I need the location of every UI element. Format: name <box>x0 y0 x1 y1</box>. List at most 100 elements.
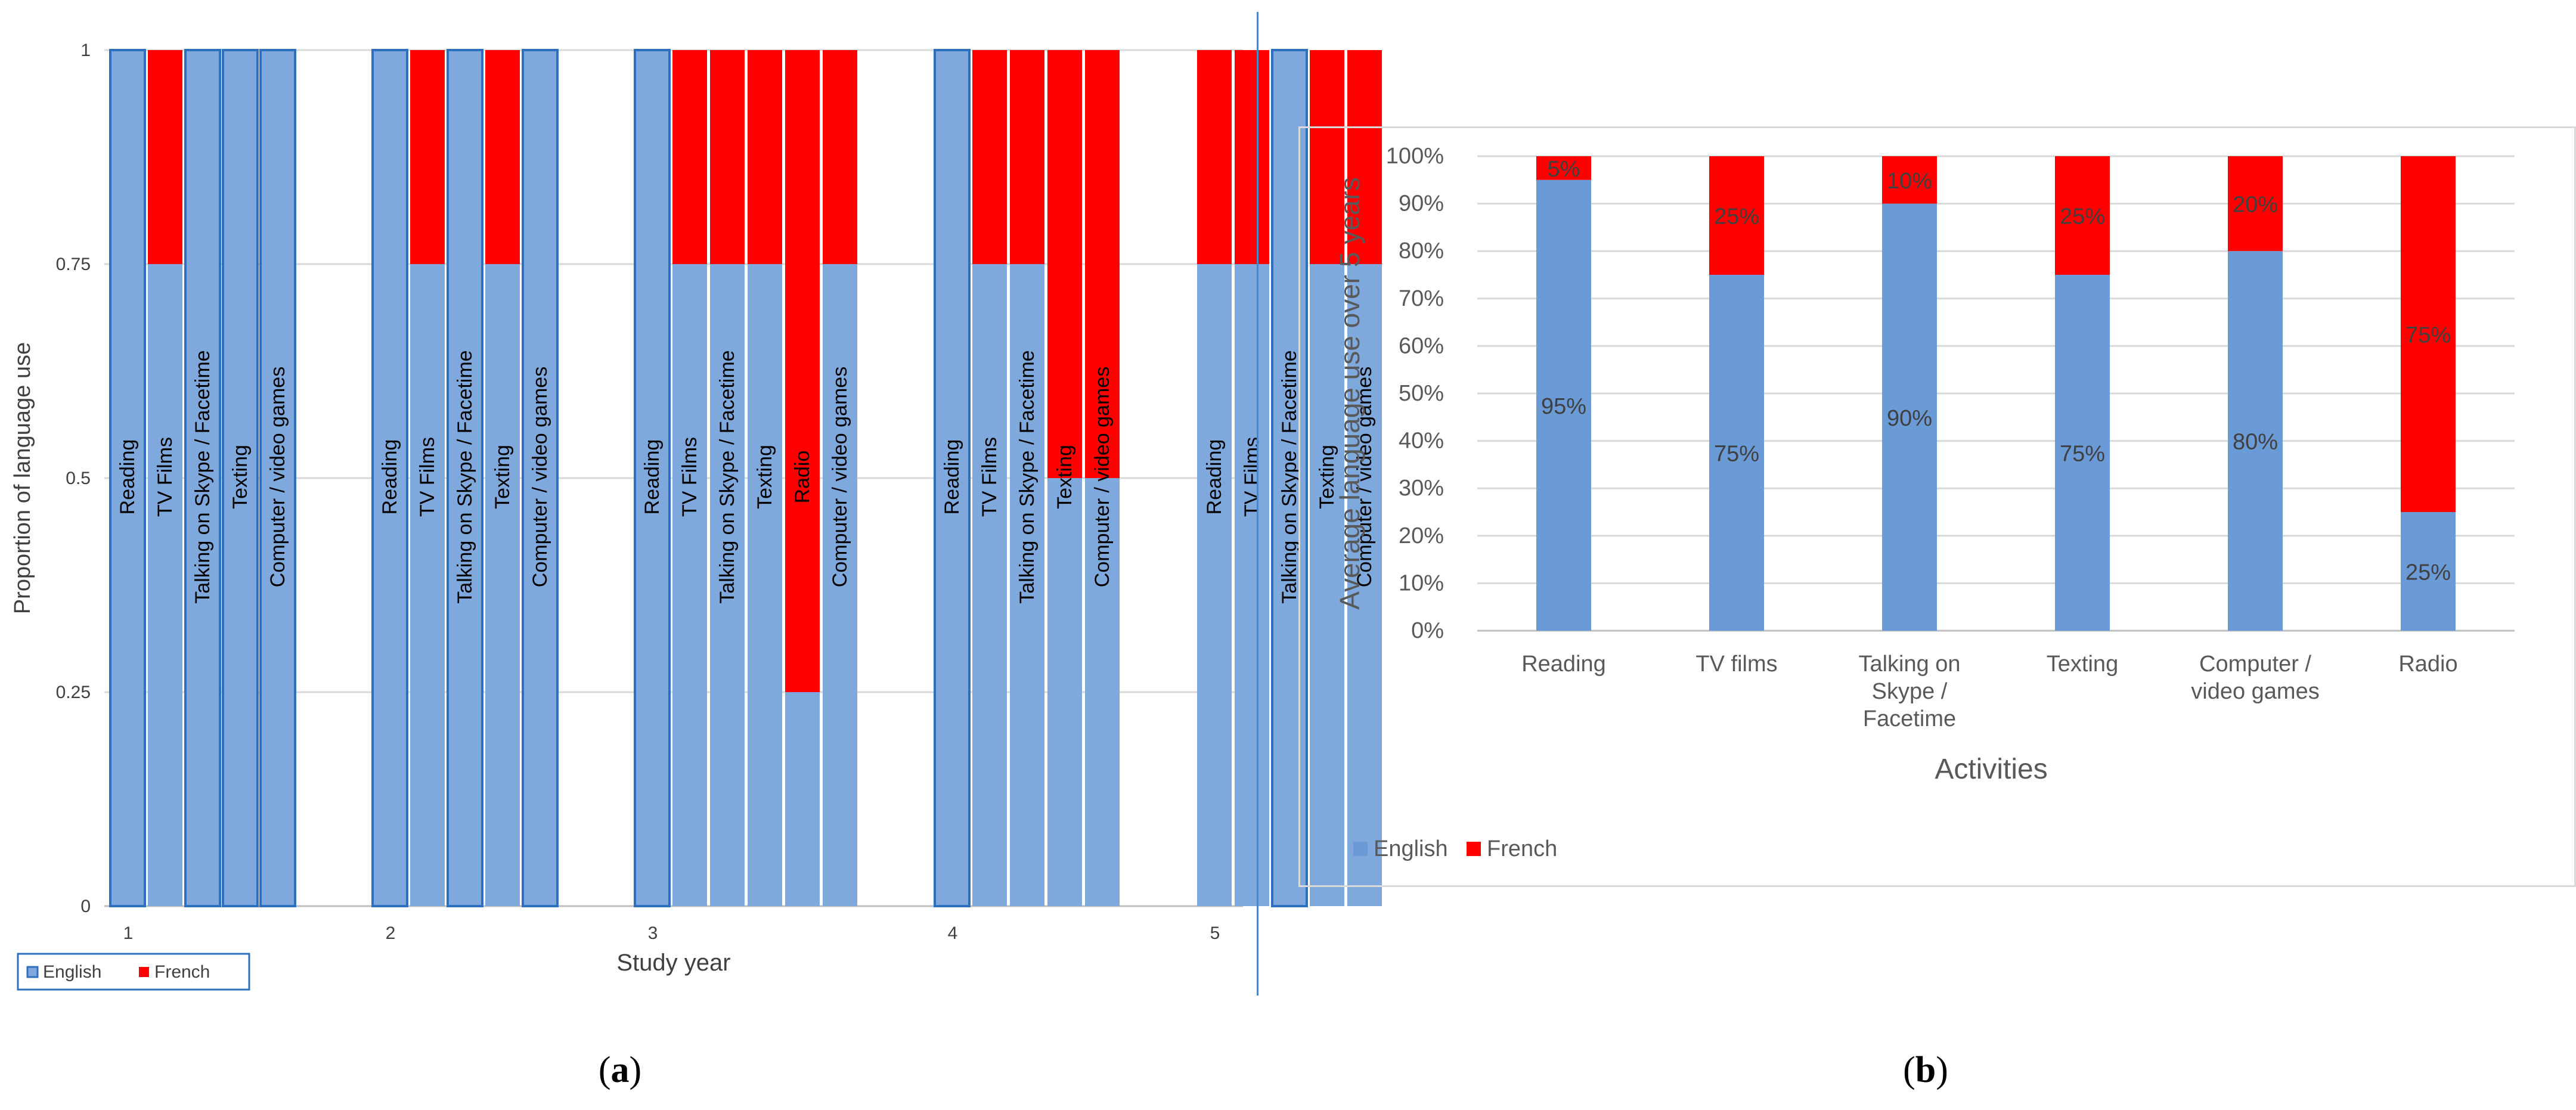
b-legend-swatch-english <box>1353 842 1368 856</box>
a-bar-label: Talking on Skype / Facetime <box>1016 350 1039 603</box>
b-data-label-french: 10% <box>1887 169 1932 194</box>
a-bar-label: TV Films <box>678 437 701 517</box>
b-data-label-english: 75% <box>2060 442 2105 467</box>
a-bar-english <box>1047 478 1082 906</box>
b-legend: English French <box>1353 836 1557 861</box>
a-bar-french <box>785 50 820 692</box>
a-bar-label: Computer / video games <box>1091 367 1114 587</box>
a-bar-french <box>410 50 445 264</box>
b-bar-french <box>2401 156 2456 512</box>
a-bar-french <box>972 50 1007 264</box>
a-bar-label: Reading <box>379 439 401 515</box>
a-bar-english <box>823 264 857 906</box>
b-data-label-french: 20% <box>2233 193 2278 218</box>
b-category-label: Computer / <box>2199 652 2311 677</box>
a-bar-english <box>109 49 146 907</box>
b-bar-english <box>2228 251 2283 631</box>
a-legend-swatch-english <box>26 966 39 978</box>
a-group-label: 4 <box>948 923 958 943</box>
b-legend-swatch-french <box>1467 842 1481 856</box>
a-bar-label: TV Films <box>978 437 1001 517</box>
a-bar-english <box>447 49 483 907</box>
a-bar-french <box>823 50 857 264</box>
a-bar-english <box>259 49 296 907</box>
b-bar-french <box>2228 156 2283 252</box>
b-data-label-english: 25% <box>2405 560 2451 585</box>
b-ytick-label: 10% <box>1399 570 1444 596</box>
a-bar-english <box>1235 264 1269 906</box>
a-bar-french <box>1197 50 1232 264</box>
a-bar-french <box>1235 50 1269 264</box>
a-bar-label: Texting <box>1053 445 1076 509</box>
b-data-label-english: 80% <box>2233 430 2278 455</box>
b-data-label-french: 5% <box>1548 157 1580 182</box>
a-bar-english <box>972 264 1007 906</box>
a-bar-english <box>1010 264 1044 906</box>
a-bar-english <box>1271 49 1308 907</box>
a-bar-label: Reading <box>116 439 139 515</box>
b-ytick-label: 50% <box>1399 381 1444 406</box>
a-legend-box <box>17 953 250 991</box>
b-bar-english <box>2055 275 2110 631</box>
a-bar-label: TV Films <box>1241 437 1263 517</box>
b-legend-french: French <box>1487 836 1557 861</box>
a-bar-english <box>148 264 182 906</box>
a-bar-french <box>710 50 745 264</box>
b-ytick-label: 0% <box>1411 618 1444 643</box>
a-legend-english: English <box>43 962 101 982</box>
b-ytick-label: 60% <box>1399 333 1444 358</box>
a-ytick-label: 0.75 <box>56 255 91 274</box>
a-bar-label: Texting <box>1316 445 1338 509</box>
caption-b-letter: b <box>1915 1050 1936 1090</box>
a-bar-label: TV Films <box>154 437 176 517</box>
caption-a-letter: a <box>610 1050 630 1090</box>
b-category-label: Skype / <box>1872 679 1948 704</box>
a-bar-label: TV Films <box>416 437 439 517</box>
a-bar-label: Talking on Skype / Facetime <box>191 350 214 603</box>
b-x-axis-title: Activities <box>1935 754 2047 785</box>
a-bar-english <box>485 264 520 906</box>
a-ytick-label: 0.25 <box>56 683 91 702</box>
b-category-label: Radio <box>2398 652 2457 677</box>
a-bar-label: Texting <box>229 445 252 509</box>
a-group-label: 1 <box>123 923 134 943</box>
a-y-axis-title: Proportion of language use <box>10 342 35 614</box>
b-ytick-label: 20% <box>1399 523 1444 548</box>
a-bar-label: Computer / video games <box>266 367 289 587</box>
b-category-label: video games <box>2191 679 2319 704</box>
a-bar-english <box>1347 264 1382 906</box>
a-bar-english <box>410 264 445 906</box>
a-bar-label: Talking on Skype / Facetime <box>1278 350 1301 603</box>
a-ytick-label: 1 <box>80 41 91 60</box>
panel-divider <box>1257 12 1258 996</box>
a-bar-english <box>634 49 671 907</box>
b-bar-french <box>1536 156 1591 180</box>
a-bar-french <box>672 50 707 264</box>
a-bar-french <box>485 50 520 264</box>
a-bar-french <box>748 50 782 264</box>
a-bar-english <box>371 49 408 907</box>
b-category-label: Reading <box>1521 652 1606 677</box>
a-bar-english <box>748 264 782 906</box>
b-ytick-label: 70% <box>1399 286 1444 311</box>
a-ytick-label: 0.5 <box>66 469 91 488</box>
b-bar-french <box>1709 156 1764 275</box>
a-bar-english <box>934 49 971 907</box>
a-bar-label: Computer / video games <box>529 367 551 587</box>
a-bar-english <box>1085 478 1120 906</box>
b-ytick-label: 80% <box>1399 238 1444 263</box>
a-group-label: 3 <box>648 923 658 943</box>
a-bar-french <box>1047 50 1082 478</box>
b-category-label: Talking on <box>1858 652 1960 677</box>
b-data-label-french: 75% <box>2405 323 2451 348</box>
b-ytick-label: 90% <box>1399 191 1444 216</box>
a-bar-label: Texting <box>491 445 514 509</box>
a-bar-english <box>222 49 259 907</box>
caption-a: (a) <box>598 1050 642 1090</box>
a-legend: English French <box>17 953 250 991</box>
a-bar-english <box>672 264 707 906</box>
a-bar-label: Reading <box>641 439 664 515</box>
b-data-label-english: 95% <box>1541 394 1586 419</box>
a-bar-french <box>1010 50 1044 264</box>
a-bar-english <box>522 49 559 907</box>
